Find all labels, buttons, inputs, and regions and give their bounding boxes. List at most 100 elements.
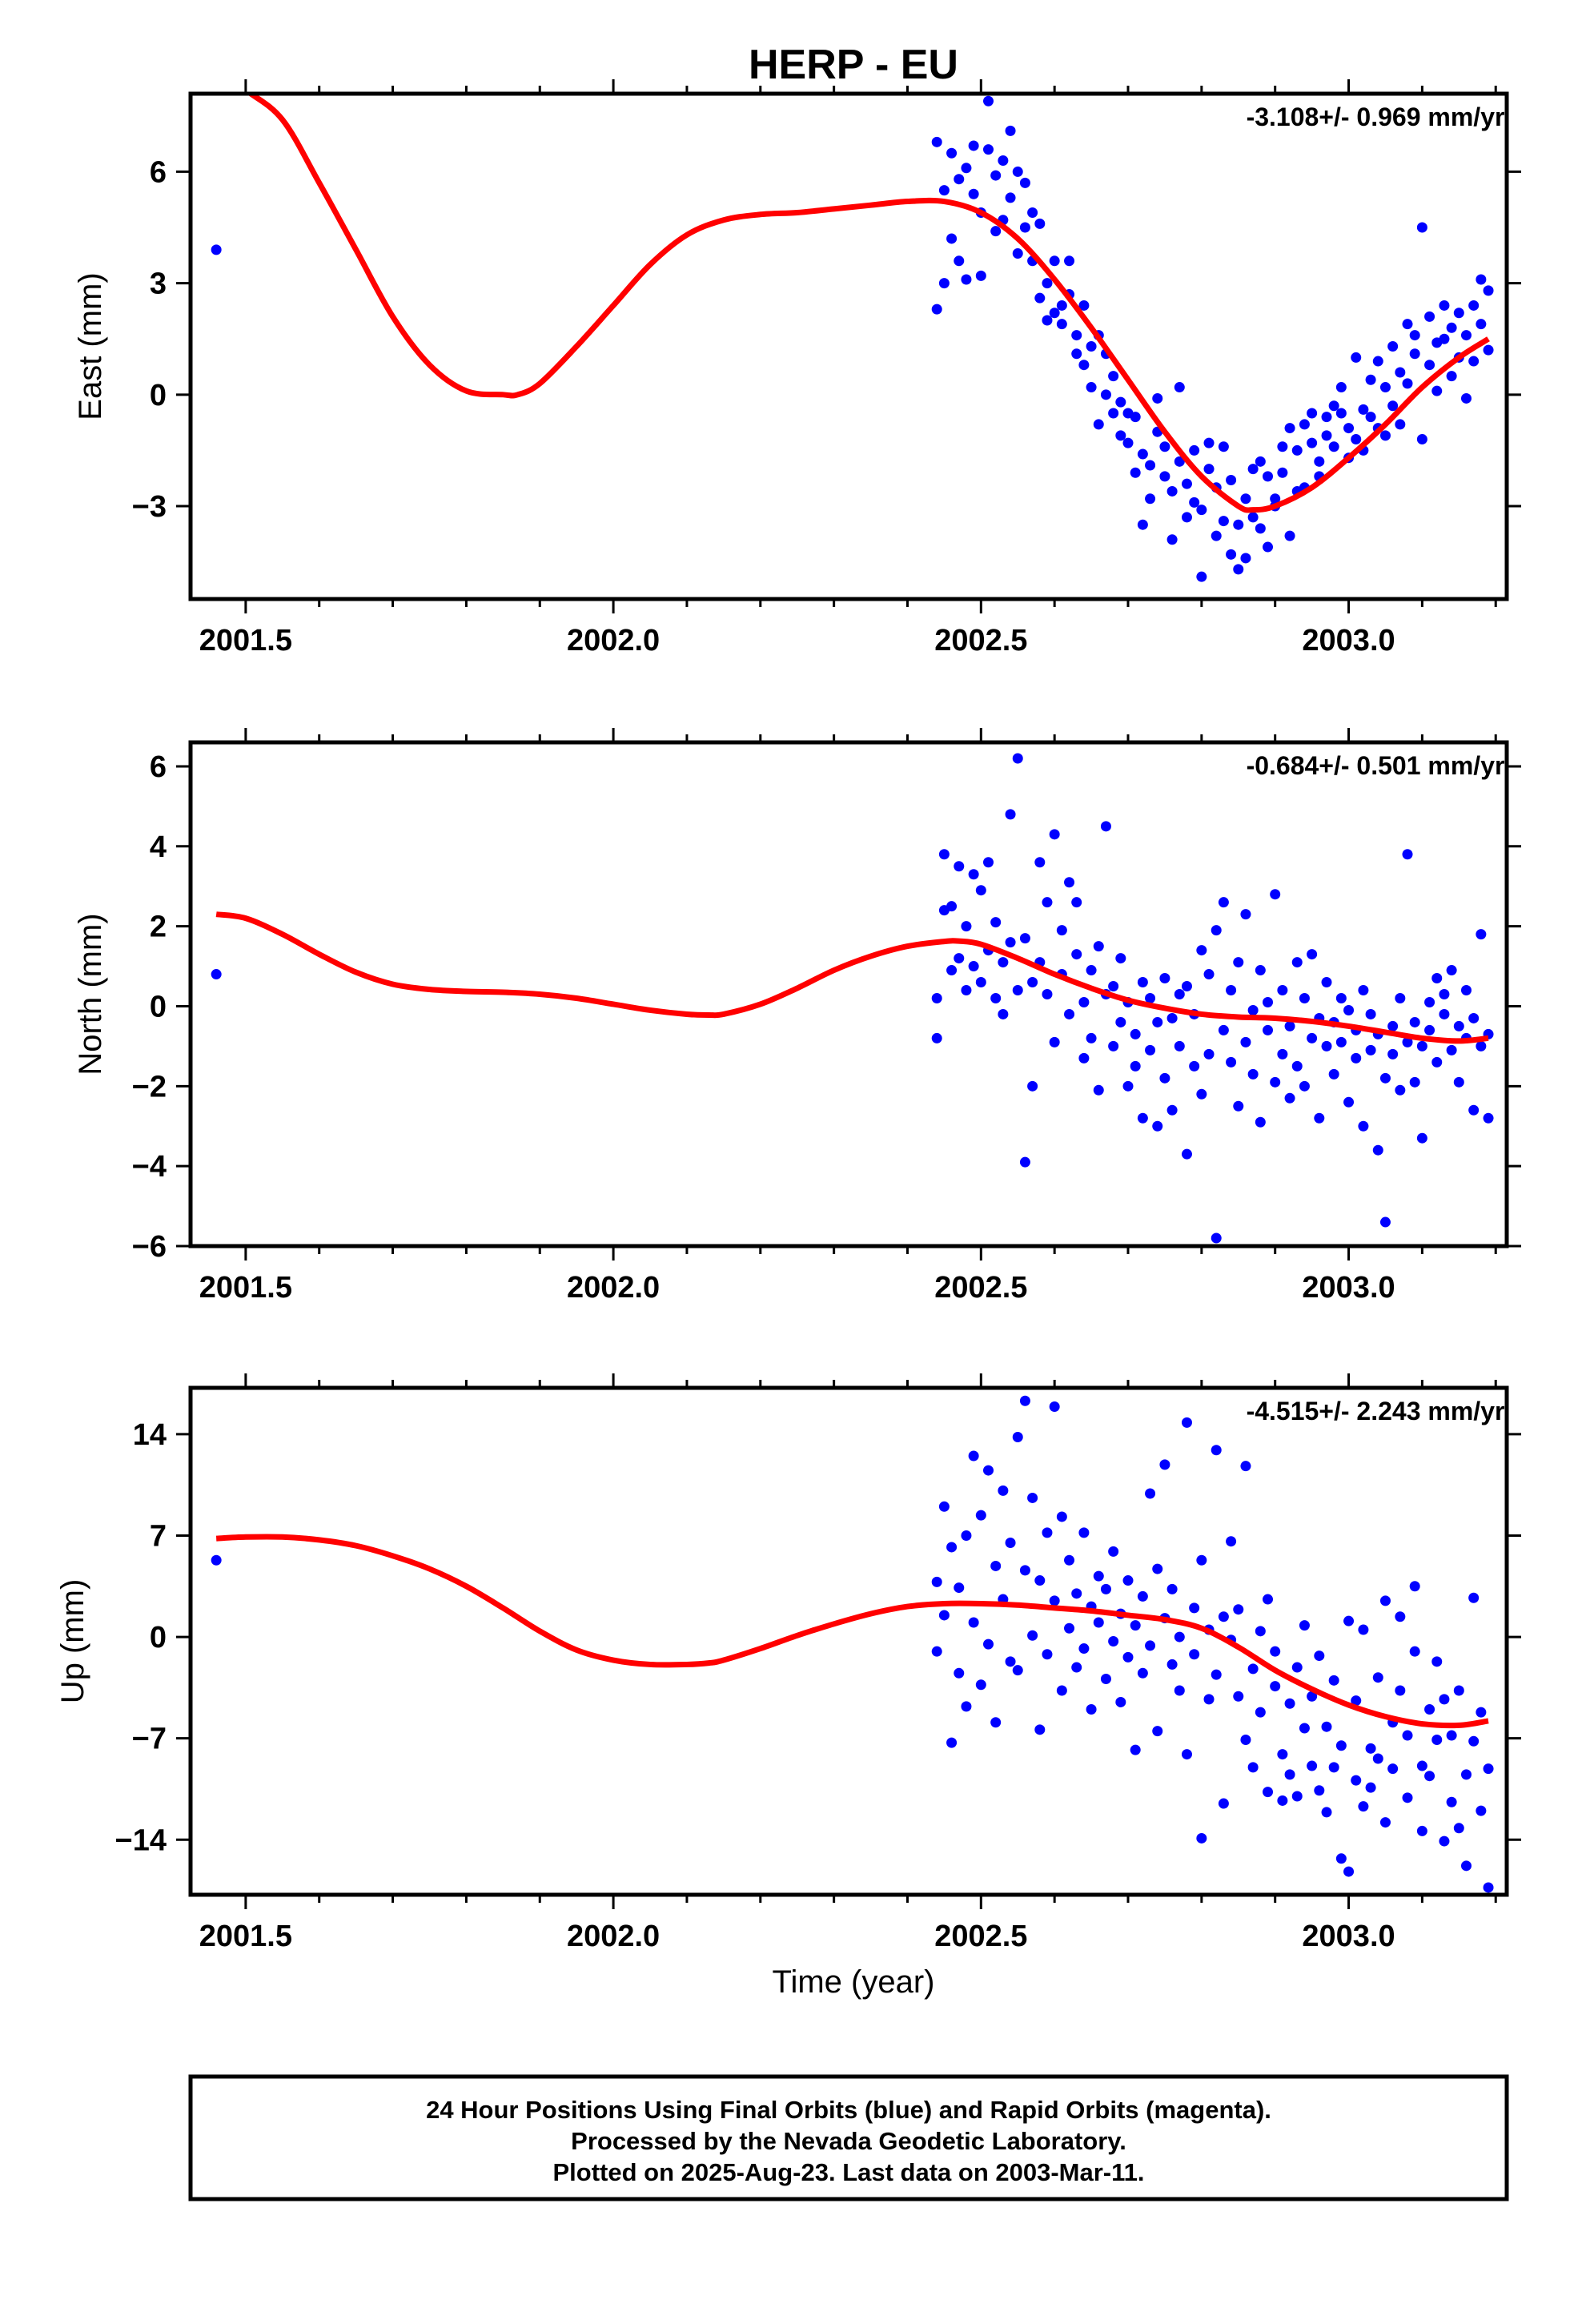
data-point — [1071, 897, 1082, 908]
data-point — [1049, 1036, 1060, 1047]
data-point — [1196, 1832, 1207, 1844]
data-point — [931, 992, 942, 1003]
data-point — [1019, 177, 1030, 188]
data-point — [1468, 356, 1480, 367]
data-point — [1379, 430, 1391, 441]
data-point — [1122, 1651, 1134, 1663]
y-tick-label: 2 — [150, 911, 167, 944]
data-point — [1189, 497, 1200, 508]
data-point — [1226, 1056, 1237, 1068]
data-point — [1299, 992, 1310, 1003]
data-point — [1166, 534, 1178, 545]
data-point — [1181, 1148, 1192, 1160]
data-point — [1416, 222, 1427, 233]
data-point — [961, 274, 972, 285]
data-point — [1409, 1646, 1420, 1657]
data-point — [1291, 1060, 1303, 1072]
data-point — [1263, 1787, 1274, 1798]
data-point — [1108, 1636, 1119, 1647]
data-point — [1203, 1694, 1215, 1705]
data-point — [1189, 1602, 1200, 1614]
data-point — [1056, 925, 1067, 936]
data-point — [1395, 367, 1406, 378]
data-point — [1233, 1604, 1244, 1615]
x-tick-label: 2002.5 — [934, 624, 1027, 657]
data-point — [1159, 973, 1170, 984]
data-point — [1166, 1012, 1178, 1023]
data-point — [1395, 1611, 1406, 1622]
data-point — [1086, 965, 1097, 976]
data-point — [1314, 456, 1325, 467]
data-point — [1012, 166, 1023, 177]
data-point — [1307, 408, 1318, 419]
data-point — [1145, 1640, 1156, 1651]
data-point — [1174, 1631, 1185, 1642]
data-point — [1145, 460, 1156, 471]
data-point — [1476, 319, 1487, 330]
data-point — [946, 147, 958, 159]
data-point — [954, 255, 965, 267]
data-point — [1027, 1492, 1038, 1503]
data-point — [1483, 1112, 1494, 1124]
data-point — [1100, 821, 1111, 832]
data-point — [1100, 1674, 1111, 1685]
data-point — [1189, 1060, 1200, 1072]
data-point — [1335, 1740, 1347, 1751]
data-point — [1137, 1667, 1148, 1679]
data-point — [1314, 1785, 1325, 1796]
data-point — [1372, 356, 1383, 367]
data-point — [1130, 1060, 1141, 1072]
data-point — [1100, 389, 1111, 400]
data-point — [1379, 1072, 1391, 1084]
data-point — [1299, 1620, 1310, 1631]
y-tick-label: −4 — [132, 1150, 167, 1184]
data-point — [1321, 1040, 1332, 1051]
data-point — [1277, 1795, 1288, 1806]
data-point — [1240, 493, 1251, 505]
data-point — [1299, 419, 1310, 430]
data-point — [1027, 207, 1038, 218]
data-point — [1071, 330, 1082, 341]
data-point — [1240, 1461, 1251, 1472]
y-tick-label: 14 — [133, 1418, 167, 1452]
data-point — [1159, 471, 1170, 482]
data-point — [1365, 1044, 1376, 1055]
x-tick-label: 2002.5 — [934, 1271, 1027, 1305]
data-point — [1424, 360, 1435, 371]
data-point — [1137, 519, 1148, 530]
data-point — [1122, 1080, 1134, 1092]
data-point — [968, 1617, 979, 1628]
data-point — [990, 992, 1002, 1003]
data-point — [931, 1646, 942, 1657]
data-point — [1416, 1132, 1427, 1144]
data-point — [1395, 992, 1406, 1003]
x-tick-label: 2003.0 — [1302, 1920, 1395, 1953]
data-point — [1379, 1595, 1391, 1606]
data-point — [938, 185, 950, 196]
data-point — [1299, 1723, 1310, 1734]
data-point — [1005, 1656, 1016, 1667]
data-point — [1152, 392, 1163, 404]
data-point — [1071, 949, 1082, 960]
data-point — [931, 1576, 942, 1587]
data-point — [1211, 925, 1222, 936]
data-point — [1476, 1707, 1487, 1718]
data-point — [1372, 1672, 1383, 1683]
data-point — [1174, 456, 1185, 467]
data-point — [1196, 1088, 1207, 1100]
data-point — [946, 1737, 958, 1748]
data-point — [1049, 1401, 1060, 1413]
data-point — [1277, 467, 1288, 478]
data-point — [954, 1582, 965, 1594]
data-point — [1211, 530, 1222, 541]
data-point — [1358, 985, 1369, 996]
data-point — [1335, 408, 1347, 419]
data-point — [1034, 292, 1046, 304]
data-point — [1351, 1775, 1362, 1786]
data-points — [211, 1395, 1494, 1893]
data-point — [1034, 1575, 1046, 1586]
data-point — [1255, 1707, 1266, 1718]
data-point — [1335, 1036, 1347, 1047]
data-point — [1042, 1649, 1053, 1660]
data-point — [1307, 1032, 1318, 1043]
